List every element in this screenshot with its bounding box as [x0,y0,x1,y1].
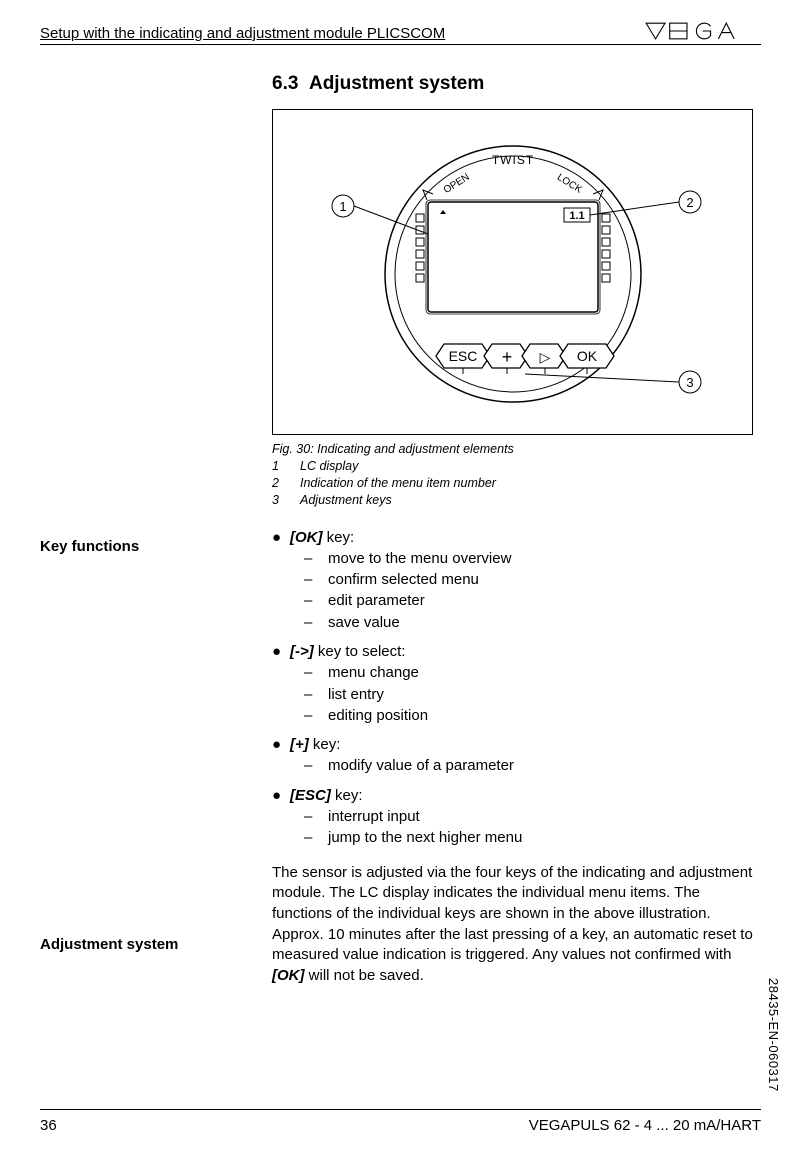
dash-icon: – [304,684,328,705]
key-label: [OK] [290,529,323,546]
dash-icon: – [304,705,328,726]
esc-key-label: ESC [448,348,477,364]
figure-legend-text: Adjustment keys [300,492,392,509]
menu-number-label: 1.1 [569,210,584,222]
dash-icon: – [304,827,328,848]
key-group: ●[OK] key:–move to the menu overview–con… [272,527,753,633]
key-subitem-text: list entry [328,684,384,705]
plicscom-diagram: TWIST OPEN LOCK 1.1 [298,124,728,424]
key-subitem-text: move to the menu overview [328,548,511,569]
key-suffix: key: [323,529,355,546]
key-subitem: –jump to the next higher menu [272,827,753,848]
key-label: [+] [290,736,309,753]
bullet-icon: ● [272,785,290,806]
key-group-title: [+] key: [290,734,753,755]
key-subitem: –interrupt input [272,806,753,827]
key-subitem: –editing position [272,705,753,726]
bullet-icon: ● [272,641,290,662]
callout-3-label: 3 [686,375,693,390]
plus-key-label: + [501,347,512,367]
figure-caption-title: Fig. 30: Indicating and adjustment eleme… [272,441,753,458]
key-group-title: [OK] key: [290,527,753,548]
key-group-header: ●[+] key: [272,734,753,755]
figure-legend-row: 1LC display [272,458,753,475]
key-subitem: –move to the menu overview [272,548,753,569]
dash-icon: – [304,569,328,590]
key-subitem-text: jump to the next higher menu [328,827,522,848]
figure-legend-text: Indication of the menu item number [300,475,496,492]
bullet-icon: ● [272,734,290,755]
callout-1-label: 1 [339,199,346,214]
key-group: ●[ESC] key:–interrupt input–jump to the … [272,785,753,849]
dash-icon: – [304,548,328,569]
key-subitem: –menu change [272,662,753,683]
key-functions-list: ●[OK] key:–move to the menu overview–con… [272,527,753,849]
key-group-header: ●[ESC] key: [272,785,753,806]
adjustment-system-heading: Adjustment system [40,936,178,953]
section-number: 6.3 [272,73,298,94]
page-footer: 36 VEGAPULS 62 - 4 ... 20 mA/HART [40,1117,761,1134]
key-suffix: key: [309,736,341,753]
key-functions-heading: Key functions [40,538,139,555]
ok-key-label: OK [576,348,597,364]
key-group: ●[+] key:–modify value of a parameter [272,734,753,777]
figure-legend-row: 2Indication of the menu item number [272,475,753,492]
key-label: [ESC] [290,787,331,804]
twist-label: TWIST [491,153,533,167]
figure-legend-row: 3Adjustment keys [272,492,753,509]
arrow-key-label: ▷ [539,349,550,365]
key-subitem: –edit parameter [272,590,753,611]
key-group-header: ●[OK] key: [272,527,753,548]
figure-legend-text: LC display [300,458,358,475]
adjustment-ok-ref: [OK] [272,967,305,984]
figure-legend-num: 3 [272,492,300,509]
key-group-title: [->] key to select: [290,641,753,662]
footer-doc-ref: VEGAPULS 62 - 4 ... 20 mA/HART [529,1117,761,1134]
key-label: [->] [290,643,314,660]
key-subitem: –confirm selected menu [272,569,753,590]
key-subitem-text: save value [328,612,400,633]
key-subitem: –modify value of a parameter [272,755,753,776]
key-suffix: key: [331,787,363,804]
side-document-code: 28435-EN-060317 [766,978,781,1092]
footer-rule [40,1109,761,1110]
key-subitem: –list entry [272,684,753,705]
section-heading: 6.3 Adjustment system [272,73,753,95]
figure-frame: TWIST OPEN LOCK 1.1 [272,109,753,435]
callout-2-label: 2 [686,195,693,210]
key-subitem: –save value [272,612,753,633]
key-suffix: key to select: [314,643,406,660]
dash-icon: – [304,662,328,683]
figure-legend-num: 2 [272,475,300,492]
key-subitem-text: menu change [328,662,419,683]
key-subitem-text: modify value of a parameter [328,755,514,776]
dash-icon: – [304,590,328,611]
key-group-title: [ESC] key: [290,785,753,806]
page-number: 36 [40,1117,57,1134]
dash-icon: – [304,755,328,776]
key-subitem-text: interrupt input [328,806,420,827]
adjustment-text-pre: The sensor is adjusted via the four keys… [272,864,753,964]
running-title: Setup with the indicating and adjustment… [40,25,445,42]
bullet-icon: ● [272,527,290,548]
key-group-header: ●[->] key to select: [272,641,753,662]
figure-legend-num: 1 [272,458,300,475]
key-subitem-text: editing position [328,705,428,726]
dash-icon: – [304,612,328,633]
dash-icon: – [304,806,328,827]
vega-logo: VEGA [643,20,761,42]
running-header: Setup with the indicating and adjustment… [40,20,761,45]
key-subitem-text: edit parameter [328,590,425,611]
key-group: ●[->] key to select:–menu change–list en… [272,641,753,726]
key-subitem-text: confirm selected menu [328,569,479,590]
adjustment-text-post: will not be saved. [305,967,424,984]
adjustment-paragraph: The sensor is adjusted via the four keys… [272,863,753,987]
section-title: Adjustment system [309,73,484,94]
figure-caption: Fig. 30: Indicating and adjustment eleme… [272,441,753,509]
